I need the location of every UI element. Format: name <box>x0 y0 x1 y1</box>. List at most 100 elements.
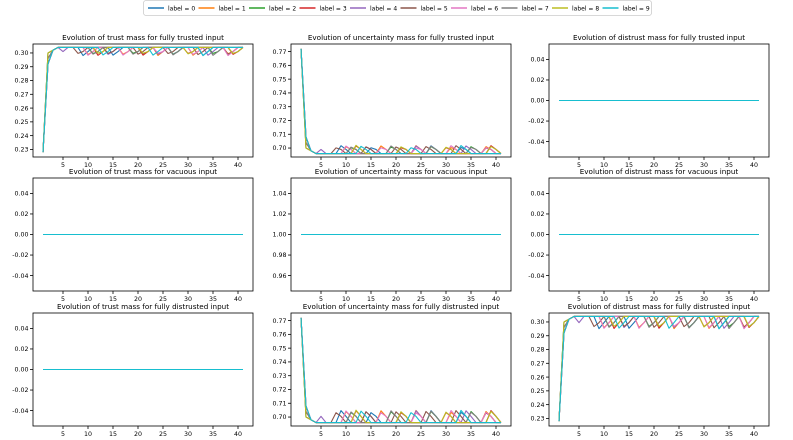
x-tick-label: 10 <box>342 431 350 436</box>
legend-entry[interactable]: label = 2 <box>249 6 296 13</box>
y-tick-label: 0.28 <box>14 78 28 85</box>
legend-entry[interactable]: label = 6 <box>451 6 498 13</box>
series-line-label-5 <box>558 315 759 422</box>
x-tick-label: 25 <box>159 296 167 303</box>
x-tick-label: 20 <box>134 431 142 436</box>
y-tick-label: -0.04 <box>528 273 544 280</box>
y-tick-label: 0.71 <box>272 400 286 407</box>
x-tick-label: 35 <box>725 431 733 436</box>
series-line-label-6 <box>300 317 501 424</box>
x-tick-label: 30 <box>700 431 708 436</box>
legend-entry[interactable]: label = 3 <box>299 6 347 13</box>
y-tick-label: 0.27 <box>14 91 28 98</box>
y-tick-label: 0.00 <box>14 232 28 239</box>
y-tick-label: 0.70 <box>272 414 286 421</box>
series-line-label-2 <box>300 317 501 424</box>
subplot-title: Evolution of distrust mass for vacuous i… <box>580 167 739 176</box>
legend-entry[interactable]: label = 8 <box>552 6 599 13</box>
y-tick-label: -0.02 <box>528 118 544 125</box>
series-group <box>42 46 244 153</box>
x-tick-label: 5 <box>577 162 581 169</box>
x-tick-label: 40 <box>750 296 758 303</box>
x-tick-label: 5 <box>61 431 65 436</box>
y-tick-label: 0.26 <box>530 374 544 381</box>
y-tick-label: 0.00 <box>14 367 28 374</box>
x-tick-label: 35 <box>467 162 475 169</box>
series-line-label-1 <box>558 315 759 422</box>
subplot-title: Evolution of uncertainty mass for vacuou… <box>315 167 488 176</box>
subplot: Evolution of trust mass for fully truste… <box>14 33 254 169</box>
legend-entry[interactable]: label = 0 <box>148 6 195 13</box>
subplot: Evolution of trust mass for fully distru… <box>12 302 254 438</box>
subplot: Evolution of distrust mass for fully tru… <box>528 33 770 169</box>
x-tick-label: 15 <box>367 431 375 436</box>
axes-frame <box>290 43 512 158</box>
x-tick-label: 35 <box>209 431 217 436</box>
x-tick-label: 40 <box>750 162 758 169</box>
y-tick-label: 0.24 <box>14 133 28 140</box>
x-tick-label: 10 <box>342 162 350 169</box>
x-tick-label: 35 <box>209 296 217 303</box>
legend-entry[interactable]: label = 7 <box>501 6 549 13</box>
legend-frame <box>143 0 652 16</box>
series-line-label-5 <box>42 46 243 153</box>
series-line-label-3 <box>300 317 502 424</box>
y-tick-label: 0.77 <box>272 49 286 56</box>
y-tick-label: 0.75 <box>272 345 286 352</box>
x-tick-label: 10 <box>342 296 350 303</box>
x-tick-label: 40 <box>234 162 242 169</box>
series-line-label-1 <box>300 317 501 424</box>
y-tick-label: 0.24 <box>530 402 544 409</box>
x-tick-label: 15 <box>109 431 117 436</box>
x-tick-label: 35 <box>209 162 217 169</box>
subplot-title: Evolution of distrust mass for fully dis… <box>568 302 751 311</box>
series-line-label-3 <box>300 48 502 155</box>
x-tick-label: 25 <box>675 296 683 303</box>
x-tick-label: 30 <box>184 162 192 169</box>
x-tick-label: 25 <box>417 431 425 436</box>
x-tick-label: 20 <box>392 162 400 169</box>
x-tick-label: 5 <box>577 296 581 303</box>
series-line-label-6 <box>42 46 243 153</box>
legend-label: label = 4 <box>370 6 397 13</box>
x-tick-label: 25 <box>159 431 167 436</box>
x-tick-label: 5 <box>61 162 65 169</box>
subplot: Evolution of distrust mass for fully dis… <box>530 302 770 438</box>
legend-entry[interactable]: label = 1 <box>198 6 246 13</box>
series-line-label-9 <box>558 315 759 422</box>
series-line-label-7 <box>558 315 759 422</box>
y-tick-label: 0.29 <box>530 333 544 340</box>
x-tick-label: 40 <box>234 431 242 436</box>
y-tick-label: 0.30 <box>530 319 544 326</box>
series-group <box>300 48 502 155</box>
x-tick-label: 15 <box>625 162 633 169</box>
x-tick-label: 40 <box>492 431 500 436</box>
y-tick-label: 0.04 <box>14 191 28 198</box>
y-tick-label: 1.04 <box>272 191 286 198</box>
series-line-label-5 <box>300 48 501 155</box>
legend-label: label = 3 <box>320 6 347 13</box>
x-tick-label: 35 <box>467 431 475 436</box>
series-line-label-7 <box>300 48 501 155</box>
y-tick-label: -0.04 <box>528 139 544 146</box>
x-tick-label: 15 <box>367 296 375 303</box>
y-tick-label: 0.02 <box>530 77 544 84</box>
y-tick-label: 0.77 <box>272 318 286 325</box>
subplot-title: Evolution of trust mass for vacuous inpu… <box>69 167 217 176</box>
y-tick-label: 0.98 <box>272 252 286 259</box>
series-line-label-3 <box>42 46 244 153</box>
legend: label = 0 label = 1 label = 2 label = 3 labe… <box>143 0 652 16</box>
x-tick-label: 30 <box>700 162 708 169</box>
legend-entry[interactable]: label = 9 <box>602 6 650 13</box>
y-tick-label: 0.25 <box>14 119 28 126</box>
x-tick-label: 30 <box>442 431 450 436</box>
series-line-label-7 <box>42 46 243 153</box>
series-line-label-4 <box>558 315 759 422</box>
y-tick-label: 0.02 <box>530 211 544 218</box>
y-tick-label: 0.30 <box>14 50 28 57</box>
legend-entry[interactable]: label = 5 <box>400 6 448 13</box>
series-line-label-9 <box>300 317 501 424</box>
y-tick-label: 0.23 <box>530 416 544 423</box>
legend-entry[interactable]: label = 4 <box>350 6 397 13</box>
subplot-title: Evolution of uncertainty mass for fully … <box>303 302 500 311</box>
